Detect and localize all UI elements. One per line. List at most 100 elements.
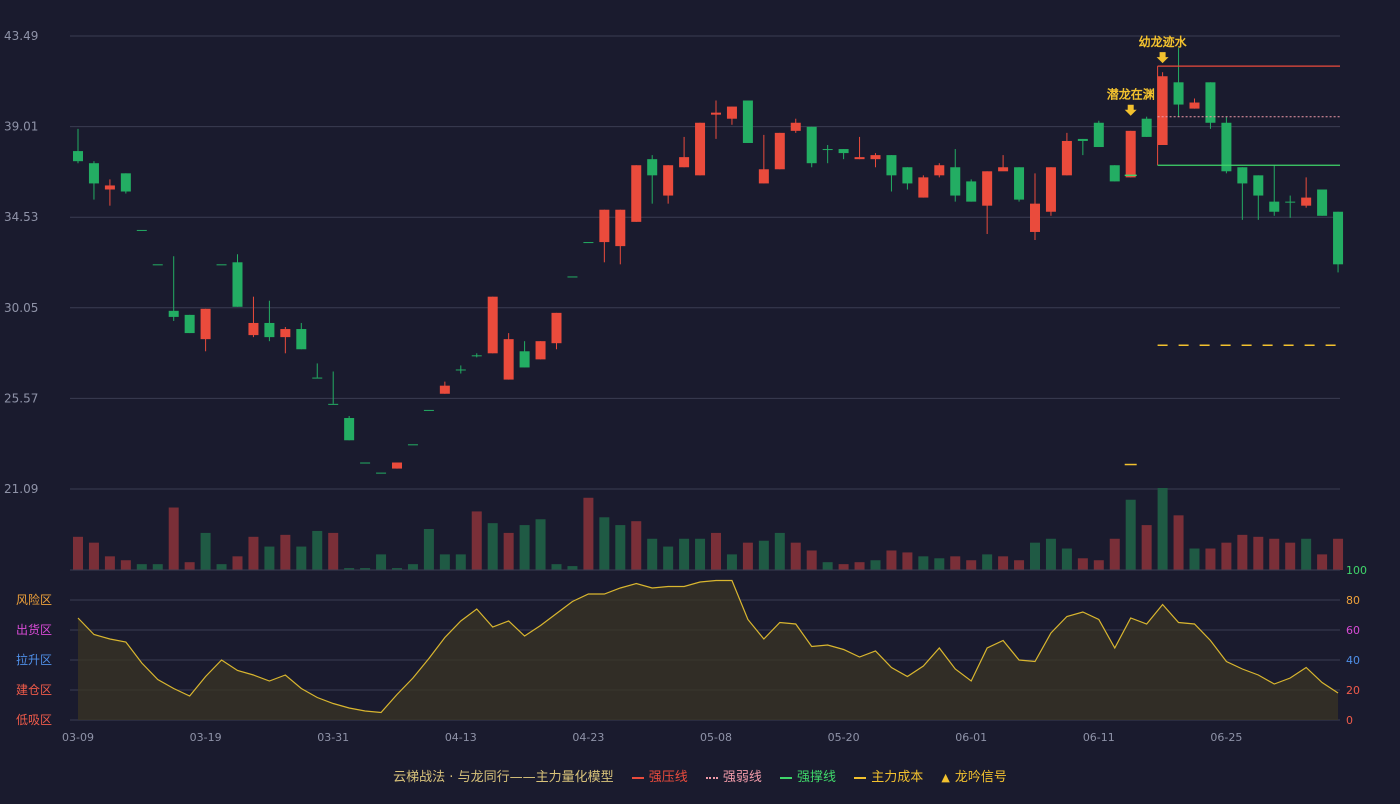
candle-body	[615, 209, 626, 247]
candle-body	[407, 444, 418, 446]
candle-body	[726, 106, 737, 119]
volume-bar	[1030, 542, 1040, 570]
volume-bar	[615, 525, 626, 570]
volume-bar	[822, 562, 833, 570]
volume-bar	[1125, 499, 1136, 570]
legend-item-support: 强撑线	[780, 766, 836, 785]
volume-bar	[1173, 515, 1184, 570]
candle-body	[423, 409, 434, 411]
volume-bar	[774, 532, 785, 570]
volume-bar	[216, 564, 227, 570]
candle-body	[88, 163, 99, 184]
volume-bar	[742, 542, 753, 570]
candle-body	[1285, 201, 1296, 203]
candle-body	[455, 369, 466, 371]
volume-bar	[439, 554, 450, 570]
candle-body	[439, 385, 450, 394]
oscillator-tick-label: 60	[1346, 624, 1360, 637]
volume-bar	[168, 507, 179, 570]
legend-label-pressure: 强压线	[648, 770, 688, 785]
candle-body	[711, 112, 721, 115]
chart-legend: 云梯战法 · 与龙同行——主力量化模型 强压线 强弱线 强撑线 主力成本 ▲ 龙吟…	[0, 766, 1400, 785]
volume-bar	[248, 536, 259, 570]
volume-bar	[120, 560, 131, 570]
x-tick-label: 05-20	[828, 731, 860, 744]
candle-body	[758, 169, 769, 184]
legend-label-signal: 龙吟信号	[954, 770, 1007, 785]
zone-label: 低吸区	[16, 713, 52, 727]
zone-label: 出货区	[16, 622, 52, 637]
volume-bar	[296, 546, 307, 570]
volume-bar	[631, 521, 642, 570]
candle-body	[1061, 140, 1072, 176]
candle-body	[838, 149, 849, 154]
candle-body	[583, 242, 594, 244]
candle-body	[1301, 197, 1312, 206]
signal-arrow	[1124, 104, 1137, 116]
candle-body	[1173, 82, 1184, 105]
legend-item-cost: 主力成本	[854, 766, 923, 785]
candle-body	[168, 310, 179, 317]
candle-body	[296, 329, 307, 350]
volume-bar	[551, 564, 562, 570]
volume-bar	[790, 542, 801, 570]
volume-bar	[998, 556, 1009, 570]
candle-body	[774, 132, 785, 170]
volume-bar	[88, 542, 99, 570]
x-tick-label: 05-08	[700, 731, 732, 744]
candle-body	[950, 167, 961, 196]
candle-body	[902, 167, 913, 184]
legend-label-support: 强撑线	[797, 770, 837, 785]
candle-body	[695, 122, 706, 176]
legend-item-weak: 强弱线	[705, 766, 762, 785]
x-tick-label: 06-25	[1210, 731, 1242, 744]
volume-bar	[360, 568, 371, 570]
price-tick-label: 43.49	[4, 29, 38, 43]
candle-body	[1317, 189, 1328, 216]
volume-bar	[328, 532, 339, 570]
candle-body	[104, 185, 115, 190]
volume-bar	[392, 568, 402, 570]
volume-bar	[152, 564, 163, 570]
signal-arrow	[1156, 52, 1169, 64]
cost-line-swatch	[854, 776, 867, 779]
oscillator-tick-label: 80	[1346, 594, 1360, 607]
price-tick-label: 21.09	[4, 482, 38, 496]
candle-body	[1045, 167, 1056, 212]
candle-body	[360, 462, 371, 464]
candle-body	[471, 355, 482, 357]
volume-bar	[1253, 536, 1264, 570]
candle-body	[918, 177, 929, 198]
volume-bar	[232, 556, 243, 570]
oscillator-tick-label: 20	[1346, 684, 1360, 697]
candle-body	[1077, 138, 1088, 141]
volume-bar	[695, 538, 706, 570]
volume-bar	[886, 550, 897, 570]
candle-body	[1189, 102, 1200, 109]
candle-body	[806, 126, 817, 164]
candle-body	[663, 165, 674, 196]
volume-bar	[1285, 542, 1296, 570]
volume-bar	[1014, 560, 1025, 570]
candle-body	[1237, 167, 1248, 184]
volume-bar	[280, 534, 291, 570]
volume-bar	[1301, 538, 1312, 570]
signal-label: 幼龙迹水	[1139, 34, 1188, 49]
volume-bar	[264, 546, 275, 570]
legend-item-pressure: 强压线	[631, 766, 688, 785]
candle-body	[280, 329, 291, 338]
legend-title: 云梯战法 · 与龙同行——主力量化模型	[393, 770, 614, 785]
volume-bar	[950, 556, 961, 570]
candle-body	[631, 165, 642, 222]
candle-body	[376, 472, 387, 474]
volume-bar	[583, 497, 594, 570]
candle-body	[679, 157, 690, 168]
volume-bar	[407, 564, 418, 570]
volume-bar	[838, 564, 849, 570]
volume-bar	[423, 529, 434, 570]
x-tick-label: 04-23	[572, 731, 604, 744]
volume-bar	[1237, 534, 1248, 570]
support-line-swatch	[780, 776, 793, 779]
